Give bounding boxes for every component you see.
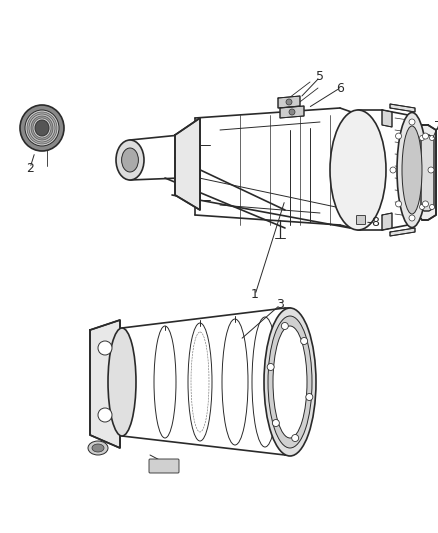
Text: 3: 3 [276, 298, 284, 311]
Circle shape [390, 167, 396, 173]
Text: 6: 6 [336, 82, 344, 94]
Circle shape [430, 135, 434, 141]
Circle shape [409, 119, 415, 125]
Polygon shape [382, 213, 392, 230]
Polygon shape [280, 106, 304, 118]
Ellipse shape [268, 316, 312, 448]
Polygon shape [390, 104, 415, 112]
Polygon shape [418, 125, 436, 220]
Ellipse shape [264, 308, 316, 456]
Ellipse shape [397, 112, 427, 228]
Circle shape [430, 205, 434, 209]
Polygon shape [390, 228, 415, 236]
Ellipse shape [108, 328, 136, 436]
Ellipse shape [25, 110, 59, 146]
Circle shape [306, 393, 313, 400]
Text: 2: 2 [26, 161, 34, 174]
Ellipse shape [27, 112, 57, 144]
Text: 7: 7 [434, 119, 438, 133]
Ellipse shape [122, 148, 138, 172]
Circle shape [420, 205, 424, 209]
Polygon shape [382, 110, 392, 127]
Ellipse shape [29, 114, 55, 142]
Polygon shape [90, 320, 120, 448]
Circle shape [292, 434, 299, 441]
Circle shape [422, 201, 428, 207]
Ellipse shape [330, 110, 386, 230]
Polygon shape [278, 96, 300, 108]
Circle shape [281, 322, 288, 329]
Text: 1: 1 [251, 288, 259, 302]
Ellipse shape [335, 125, 375, 215]
Circle shape [420, 135, 424, 141]
Ellipse shape [20, 105, 64, 151]
Circle shape [272, 419, 279, 426]
Circle shape [286, 99, 292, 105]
Circle shape [98, 408, 112, 422]
Ellipse shape [31, 116, 53, 140]
Polygon shape [421, 135, 434, 211]
Ellipse shape [35, 120, 49, 136]
Ellipse shape [402, 126, 422, 214]
Ellipse shape [33, 118, 51, 138]
Circle shape [98, 341, 112, 355]
Circle shape [289, 109, 295, 115]
Ellipse shape [116, 140, 144, 180]
Ellipse shape [273, 326, 307, 438]
Ellipse shape [92, 444, 104, 452]
Circle shape [396, 201, 402, 207]
Circle shape [267, 364, 274, 370]
Text: 8: 8 [371, 216, 379, 230]
Circle shape [300, 337, 307, 344]
FancyBboxPatch shape [357, 215, 365, 224]
Circle shape [428, 167, 434, 173]
Ellipse shape [88, 441, 108, 455]
Circle shape [396, 133, 402, 139]
Text: 5: 5 [316, 70, 324, 84]
Circle shape [422, 133, 428, 139]
FancyBboxPatch shape [149, 459, 179, 473]
Polygon shape [175, 118, 200, 210]
Circle shape [409, 215, 415, 221]
